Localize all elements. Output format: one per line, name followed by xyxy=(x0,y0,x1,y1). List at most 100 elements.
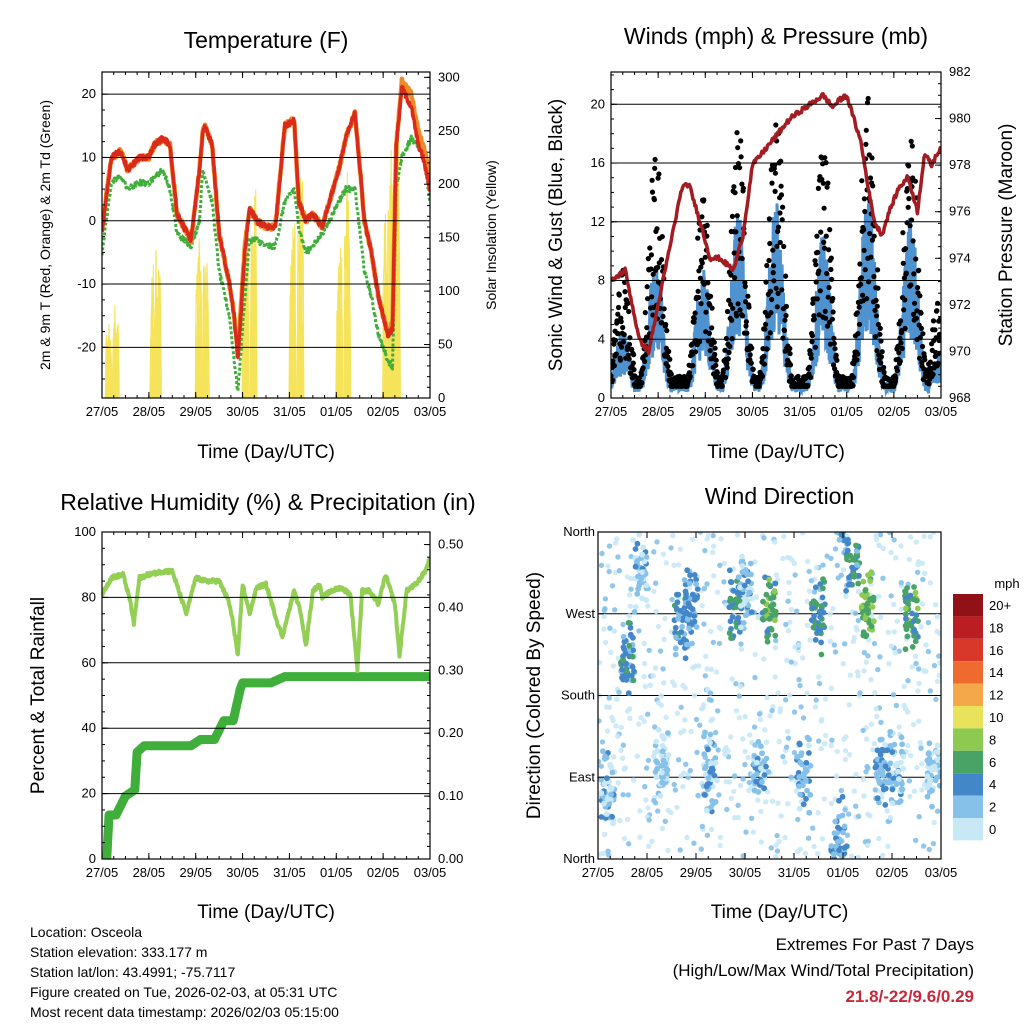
direction-point xyxy=(704,832,711,838)
direction-point xyxy=(788,606,795,613)
direction-point xyxy=(730,587,737,594)
direction-point xyxy=(739,569,746,575)
direction-point xyxy=(834,839,841,845)
direction-point xyxy=(608,649,614,656)
direction-point xyxy=(737,683,744,690)
direction-point xyxy=(864,842,871,849)
direction-point xyxy=(660,757,667,764)
direction-point xyxy=(927,688,933,694)
direction-point xyxy=(617,817,623,824)
gust-point xyxy=(772,162,778,168)
gust-point xyxy=(822,155,828,161)
direction-point xyxy=(733,708,740,714)
gust-point xyxy=(822,308,828,314)
gust-point xyxy=(618,319,624,325)
direction-point xyxy=(764,633,770,640)
gust-point xyxy=(613,351,619,357)
direction-point xyxy=(661,636,667,643)
direction-point xyxy=(771,588,778,595)
direction-point xyxy=(881,747,888,754)
direction-point xyxy=(805,558,811,565)
direction-point xyxy=(816,680,823,687)
solar-insolation-trace xyxy=(338,247,343,398)
direction-point xyxy=(831,851,837,858)
direction-point xyxy=(602,596,609,602)
direction-point xyxy=(913,660,919,667)
direction-point xyxy=(726,604,733,611)
humidity-xtick-label: 02/05 xyxy=(367,865,400,880)
direction-point xyxy=(695,792,701,799)
direction-point xyxy=(882,802,889,808)
direction-point xyxy=(645,757,652,764)
direction-point xyxy=(758,808,764,815)
direction-point xyxy=(829,737,835,743)
direction-point xyxy=(860,578,867,585)
gust-point xyxy=(857,261,863,267)
gust-point xyxy=(737,307,743,313)
direction-point xyxy=(835,575,841,581)
gust-point xyxy=(938,318,941,324)
direction-point xyxy=(863,659,869,665)
direction-point xyxy=(602,606,608,612)
temperature-ytick-right-label: 0 xyxy=(438,390,445,405)
direction-point xyxy=(913,539,919,545)
direction-point xyxy=(770,607,776,614)
gust-point xyxy=(732,275,738,281)
direction-point xyxy=(915,618,921,624)
direction-point xyxy=(919,601,926,607)
direction-point xyxy=(710,549,716,555)
gust-point xyxy=(854,310,860,316)
direction-point xyxy=(916,814,922,820)
direction-point xyxy=(867,813,873,819)
solar-insolation-trace xyxy=(339,257,344,398)
direction-point xyxy=(632,604,639,610)
direction-point xyxy=(873,763,880,770)
direction-point xyxy=(677,847,683,853)
gust-point xyxy=(699,260,705,266)
direction-point xyxy=(729,614,736,620)
direction-point xyxy=(855,580,862,587)
direction-point xyxy=(914,569,921,575)
gust-point xyxy=(879,349,885,355)
direction-point xyxy=(828,625,834,631)
temperature-xlabel: Time (Day/UTC) xyxy=(197,442,335,463)
humidity-panel: 27/05 28/05 29/05 30/05 31/05 01/05 02/05 03/05… xyxy=(74,524,463,880)
gust-point xyxy=(616,292,622,298)
winds-plot-area xyxy=(611,92,941,398)
direction-point xyxy=(781,533,787,540)
direction-point xyxy=(840,661,846,667)
direction-point xyxy=(747,732,753,738)
direction-point xyxy=(803,759,810,766)
solar-insolation-trace xyxy=(292,223,297,398)
direction-point xyxy=(806,742,812,749)
direction-point xyxy=(697,532,703,535)
direction-point xyxy=(742,713,748,720)
direction-point xyxy=(828,685,835,691)
speed-legend-swatch xyxy=(953,706,983,729)
direction-point xyxy=(690,664,696,671)
gust-point xyxy=(937,333,941,339)
direction-point xyxy=(598,814,605,820)
gust-point xyxy=(724,361,730,367)
direction-point xyxy=(643,765,650,771)
direction-point xyxy=(783,744,790,750)
gust-point xyxy=(831,335,837,341)
direction-point xyxy=(893,555,899,561)
direction-point xyxy=(772,611,779,618)
direction-point xyxy=(701,621,707,627)
gust-point xyxy=(787,351,793,357)
gust-point xyxy=(912,300,918,306)
direction-point xyxy=(651,549,657,555)
gust-point xyxy=(865,95,871,102)
direction-point xyxy=(919,761,925,767)
gust-point xyxy=(905,204,911,210)
direction-point xyxy=(745,754,751,760)
direction-point xyxy=(716,792,722,798)
direction-point xyxy=(761,656,767,662)
direction-point xyxy=(853,542,859,549)
gust-point xyxy=(856,321,863,327)
direction-point xyxy=(895,768,901,775)
solar-insolation-trace xyxy=(116,323,120,398)
direction-point xyxy=(797,759,804,766)
